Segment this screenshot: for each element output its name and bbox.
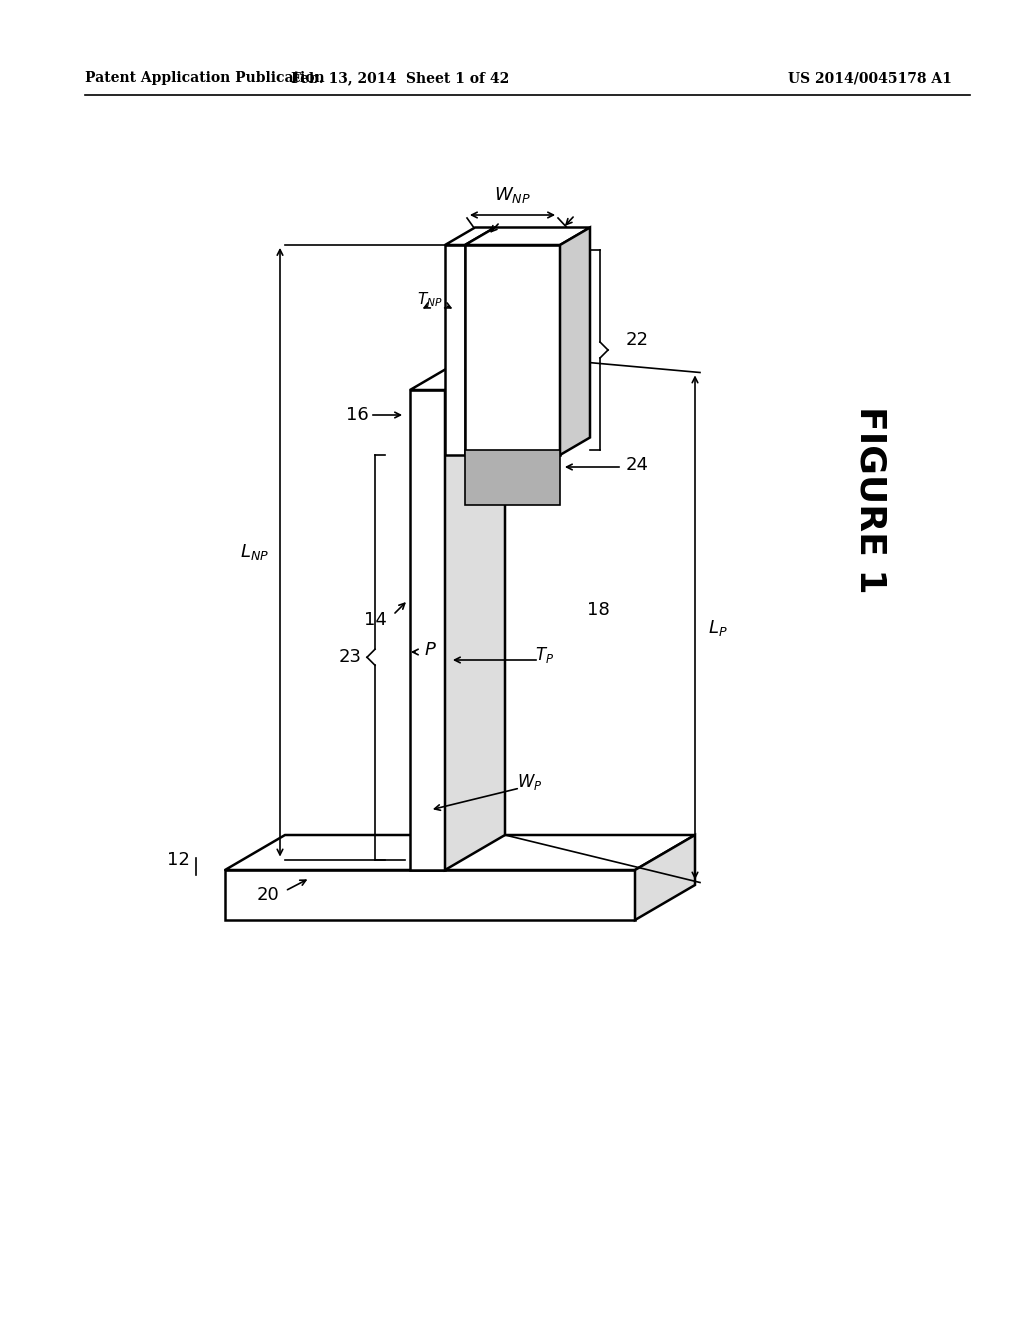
Polygon shape [635, 836, 695, 920]
Text: $W_{NP}$: $W_{NP}$ [495, 185, 530, 205]
Text: FIGURE 1: FIGURE 1 [853, 407, 887, 594]
Text: Feb. 13, 2014  Sheet 1 of 42: Feb. 13, 2014 Sheet 1 of 42 [291, 71, 509, 84]
Text: $T_{NP}$: $T_{NP}$ [417, 290, 442, 309]
Polygon shape [225, 836, 695, 870]
Polygon shape [465, 450, 560, 506]
Polygon shape [410, 389, 445, 870]
Polygon shape [465, 227, 590, 246]
Text: US 2014/0045178 A1: US 2014/0045178 A1 [788, 71, 952, 84]
Polygon shape [560, 227, 590, 455]
Text: 14: 14 [364, 611, 386, 630]
Polygon shape [465, 246, 560, 455]
Text: Patent Application Publication: Patent Application Publication [85, 71, 325, 84]
Text: 12: 12 [167, 851, 189, 869]
Polygon shape [225, 870, 635, 920]
Polygon shape [445, 227, 495, 246]
Text: 22: 22 [626, 331, 649, 348]
Text: 23: 23 [339, 648, 361, 667]
Text: P: P [425, 642, 435, 659]
Text: 24: 24 [626, 455, 649, 474]
Text: 20: 20 [257, 886, 280, 904]
Text: $L_P$: $L_P$ [709, 618, 728, 638]
Text: $T_P$: $T_P$ [536, 645, 555, 665]
Text: 18: 18 [587, 601, 609, 619]
Text: $W_P$: $W_P$ [517, 772, 543, 792]
Polygon shape [410, 355, 505, 389]
Text: 16: 16 [346, 407, 369, 424]
Polygon shape [445, 355, 505, 870]
Polygon shape [445, 246, 465, 455]
Text: $L_{NP}$: $L_{NP}$ [241, 543, 269, 562]
Text: NP: NP [487, 360, 512, 379]
